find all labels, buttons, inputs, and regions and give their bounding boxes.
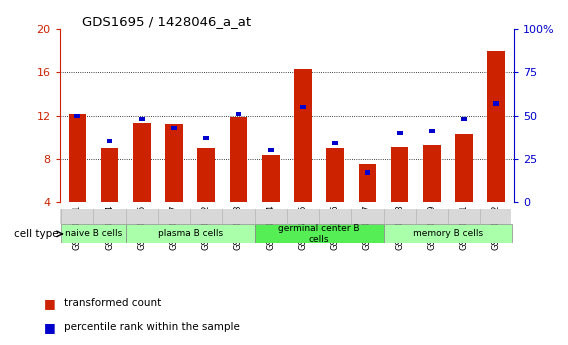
Bar <box>236 112 241 116</box>
Bar <box>198 148 215 202</box>
Bar <box>165 124 183 202</box>
Bar <box>327 148 344 202</box>
Bar <box>74 114 80 118</box>
Bar <box>494 101 499 106</box>
Text: ■: ■ <box>44 297 56 310</box>
Bar <box>358 164 376 202</box>
Bar <box>101 148 119 202</box>
Bar <box>229 117 247 202</box>
Text: plasma B cells: plasma B cells <box>157 229 223 238</box>
Bar <box>268 148 274 152</box>
Bar <box>262 156 279 202</box>
Text: cell type: cell type <box>14 229 59 239</box>
Bar <box>455 134 473 202</box>
Bar <box>487 51 505 202</box>
Bar <box>391 147 408 202</box>
Bar <box>203 136 209 140</box>
Bar <box>139 117 145 121</box>
Bar <box>61 224 126 243</box>
Bar <box>126 224 254 243</box>
Bar <box>107 139 112 144</box>
Bar <box>254 224 383 243</box>
Bar <box>60 209 511 224</box>
Text: naive B cells: naive B cells <box>65 229 122 238</box>
Bar <box>332 141 338 145</box>
Bar <box>429 129 435 133</box>
Text: GDS1695 / 1428046_a_at: GDS1695 / 1428046_a_at <box>82 15 252 28</box>
Text: ■: ■ <box>44 321 56 334</box>
Bar <box>133 123 151 202</box>
Bar <box>396 131 403 135</box>
Bar <box>300 105 306 109</box>
Text: transformed count: transformed count <box>64 298 161 308</box>
Bar <box>423 145 441 202</box>
Bar <box>69 115 86 202</box>
Bar <box>171 126 177 130</box>
Text: germinal center B
cells: germinal center B cells <box>278 224 360 244</box>
Text: memory B cells: memory B cells <box>413 229 483 238</box>
Bar <box>294 69 312 202</box>
Bar <box>383 224 512 243</box>
Text: percentile rank within the sample: percentile rank within the sample <box>64 323 240 333</box>
Bar <box>461 117 467 121</box>
Bar <box>365 170 370 175</box>
